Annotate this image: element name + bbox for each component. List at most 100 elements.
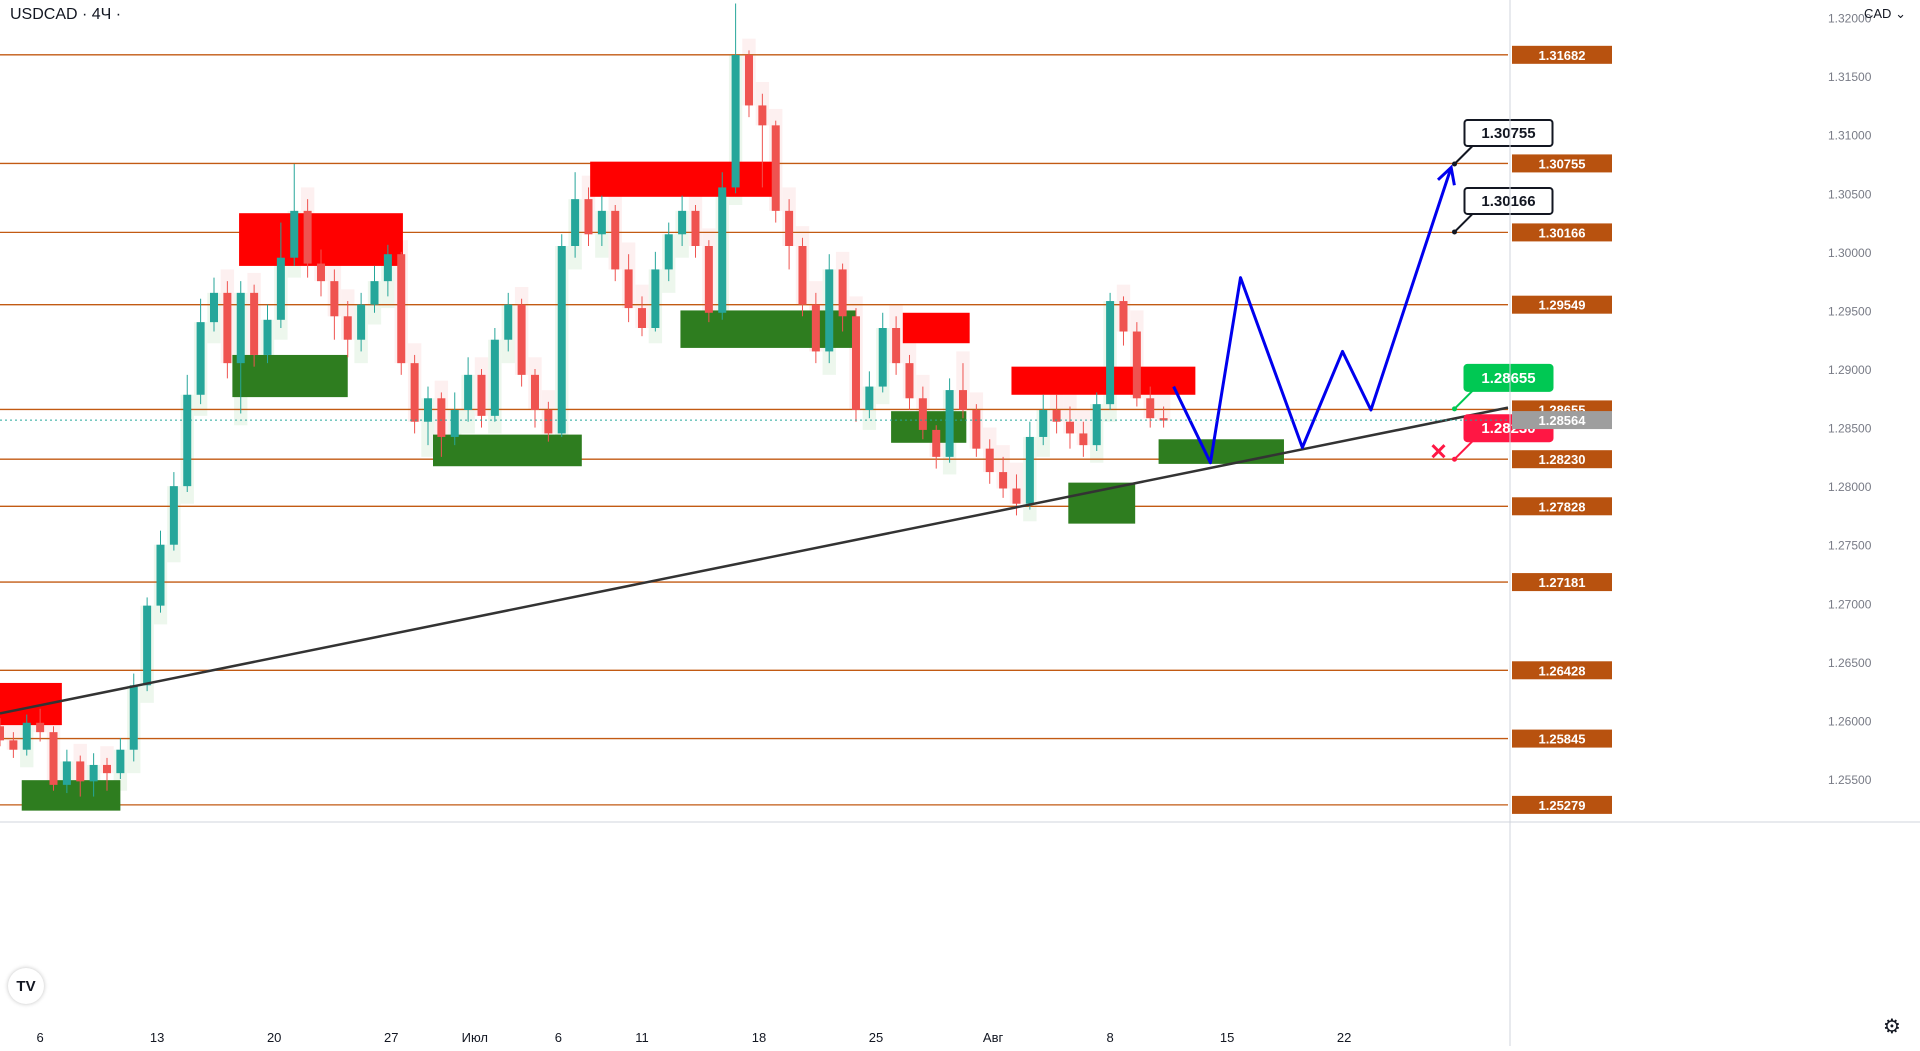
candle-body bbox=[1146, 398, 1155, 419]
candle-body bbox=[303, 210, 312, 264]
candle-body bbox=[236, 292, 245, 364]
level-price-label: 1.30166 bbox=[1539, 225, 1586, 240]
level-price-label: 1.27828 bbox=[1539, 499, 1586, 514]
tradingview-logo-icon[interactable]: TV bbox=[8, 968, 44, 1004]
candle-body bbox=[397, 254, 406, 364]
candle-body bbox=[464, 374, 473, 410]
candle-body bbox=[316, 263, 325, 282]
y-tick-label: 1.30500 bbox=[1828, 187, 1872, 201]
level-price-tag bbox=[1512, 295, 1612, 314]
candle-body bbox=[9, 740, 18, 750]
callout-line bbox=[1453, 145, 1474, 165]
callout-dot bbox=[1452, 229, 1458, 235]
candle-body bbox=[1025, 436, 1034, 504]
level-price-tag bbox=[1512, 154, 1612, 173]
level-price-label: 1.29549 bbox=[1539, 298, 1586, 313]
candle-body bbox=[985, 448, 994, 473]
y-tick-label: 1.27500 bbox=[1828, 539, 1872, 553]
currency-selector[interactable]: CAD ⌄ bbox=[1864, 6, 1906, 22]
candle-body bbox=[758, 105, 767, 126]
level-price-tag bbox=[1512, 661, 1612, 680]
candle-body bbox=[584, 199, 593, 235]
candle-body bbox=[624, 269, 633, 309]
candle-body bbox=[196, 322, 205, 395]
candle-body bbox=[156, 544, 165, 606]
level-price-label: 1.30755 bbox=[1539, 156, 1586, 171]
candle-body bbox=[771, 125, 780, 211]
demand-zone bbox=[1158, 439, 1284, 464]
candle-body bbox=[1065, 421, 1074, 434]
x-tick-label: 18 bbox=[752, 1030, 766, 1045]
candle-body bbox=[1159, 418, 1168, 421]
x-tick-label: 27 bbox=[384, 1030, 398, 1045]
candle-body bbox=[611, 210, 620, 270]
candle-body bbox=[1039, 410, 1048, 437]
supply-zone bbox=[902, 312, 970, 344]
candle-body bbox=[918, 398, 927, 430]
x-tick-label: Авг bbox=[983, 1030, 1004, 1045]
level-price-label: 1.28230 bbox=[1539, 452, 1586, 467]
y-tick-label: 1.28500 bbox=[1828, 422, 1872, 436]
candle-body bbox=[691, 210, 700, 246]
candle-body bbox=[504, 304, 513, 340]
candle-body bbox=[343, 316, 352, 340]
candle-body bbox=[905, 363, 914, 399]
candle-body bbox=[798, 246, 807, 305]
y-tick-label: 1.31000 bbox=[1828, 129, 1872, 143]
symbol-title: USDCAD · 4Ч · bbox=[10, 6, 122, 23]
candle-body bbox=[718, 187, 727, 313]
level-price-tag bbox=[1512, 573, 1612, 592]
candle-body bbox=[838, 269, 847, 317]
candle-body bbox=[678, 210, 687, 235]
candle-body bbox=[517, 304, 526, 375]
candle-body bbox=[263, 319, 272, 355]
x-tick-label: 20 bbox=[267, 1030, 281, 1045]
candle-body bbox=[490, 339, 499, 416]
y-tick-label: 1.26500 bbox=[1828, 656, 1872, 670]
x-tick-label: 15 bbox=[1220, 1030, 1234, 1045]
price-callout-label: 1.28655 bbox=[1481, 370, 1535, 387]
x-tick-label: 8 bbox=[1106, 1030, 1113, 1045]
callout-line bbox=[1453, 390, 1474, 410]
demand-zone bbox=[433, 434, 582, 467]
gear-icon[interactable]: ⚙ bbox=[1883, 1016, 1901, 1038]
price-callout-box bbox=[1463, 363, 1554, 392]
candle-body bbox=[276, 257, 285, 320]
callout-line bbox=[1453, 440, 1474, 460]
supply-zone bbox=[590, 161, 775, 197]
candle-body bbox=[865, 386, 874, 410]
candle-body bbox=[999, 472, 1008, 489]
candle-body bbox=[102, 764, 111, 774]
candle-body bbox=[143, 605, 152, 686]
x-tick-label: Июл bbox=[462, 1030, 488, 1045]
price-callout-label: 1.30755 bbox=[1481, 125, 1535, 142]
supply-zone bbox=[1011, 366, 1196, 395]
candle-body bbox=[1119, 301, 1128, 332]
candle-body bbox=[851, 316, 860, 410]
chevron-down-icon: ⌄ bbox=[1895, 6, 1906, 21]
candle-body bbox=[0, 726, 4, 741]
candle-body bbox=[330, 281, 339, 317]
candle-body bbox=[89, 764, 98, 782]
candle-body bbox=[477, 374, 486, 416]
level-price-tag bbox=[1512, 450, 1612, 469]
x-tick-label: 22 bbox=[1337, 1030, 1351, 1045]
candle-body bbox=[1052, 410, 1061, 422]
candle-body bbox=[932, 429, 941, 457]
candle-body bbox=[744, 55, 753, 106]
candle-body bbox=[129, 685, 138, 750]
candle-body bbox=[664, 234, 673, 270]
candle-body bbox=[116, 749, 125, 774]
candle-body bbox=[557, 246, 566, 434]
candle-body bbox=[183, 394, 192, 487]
last-price-tag bbox=[1512, 411, 1612, 430]
candle-body bbox=[972, 410, 981, 449]
y-tick-label: 1.29000 bbox=[1828, 363, 1872, 377]
level-price-label: 1.27181 bbox=[1539, 575, 1586, 590]
demand-zone bbox=[232, 354, 348, 398]
candle-body bbox=[825, 269, 834, 352]
candle-body bbox=[437, 398, 446, 437]
currency-label: CAD bbox=[1864, 6, 1892, 21]
